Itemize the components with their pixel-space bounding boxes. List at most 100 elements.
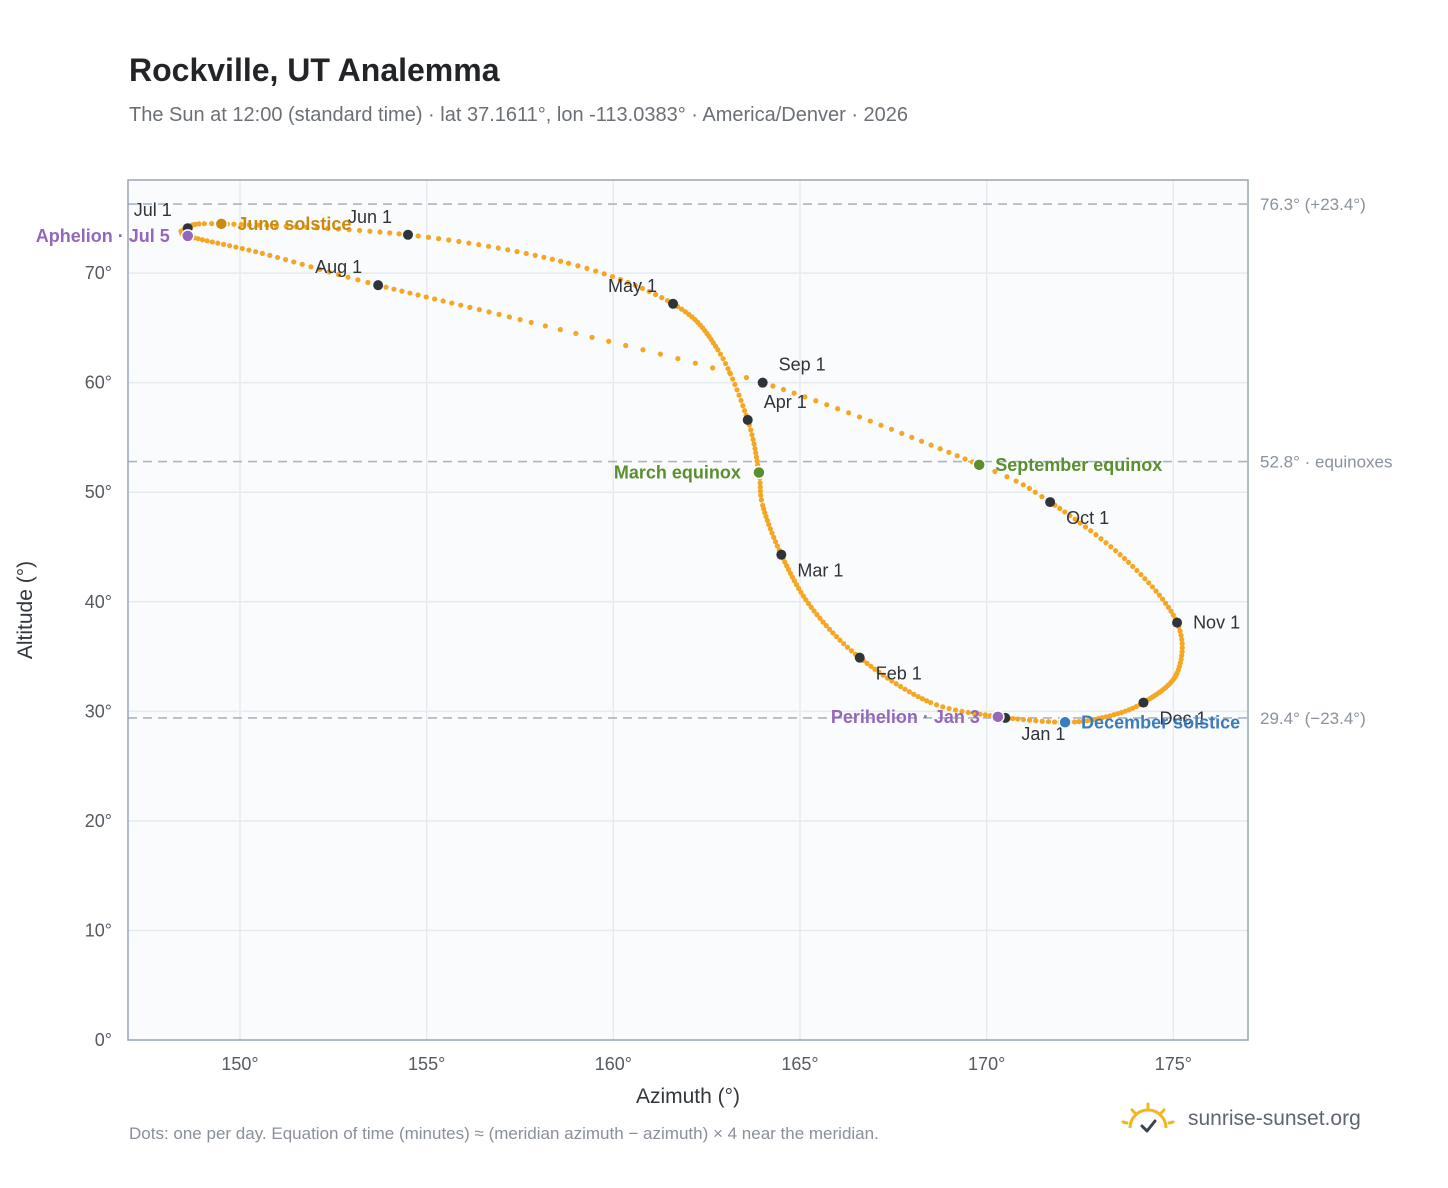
daily-sun-dot <box>355 277 361 283</box>
daily-sun-dot <box>291 259 297 265</box>
daily-sun-dot <box>505 247 511 253</box>
daily-sun-dot <box>824 402 830 408</box>
daily-sun-dot <box>823 623 829 629</box>
daily-sun-dot <box>609 274 616 280</box>
daily-sun-dot <box>425 234 432 240</box>
daily-sun-dot <box>817 615 823 621</box>
daily-sun-dot <box>227 243 233 249</box>
daily-sun-dot <box>1026 485 1032 492</box>
daily-sun-dot <box>387 230 393 236</box>
y-tick-label: 20° <box>85 811 112 831</box>
month-marker <box>668 298 679 309</box>
x-tick-label: 155° <box>408 1054 445 1074</box>
event-marker <box>972 458 986 472</box>
daily-sun-dot <box>946 449 952 455</box>
daily-sun-dot <box>1153 588 1159 594</box>
y-axis-label: Altitude (°) <box>14 561 37 659</box>
daily-sun-dot <box>826 626 833 632</box>
daily-sun-dot <box>902 686 908 692</box>
daily-sun-dot <box>928 442 934 448</box>
daily-sun-dot <box>1020 482 1026 488</box>
daily-sun-dot <box>255 222 261 228</box>
daily-sun-dot <box>532 252 538 258</box>
plot-area <box>128 180 1248 1040</box>
daily-sun-dot <box>617 276 623 283</box>
daily-sun-dot <box>1093 532 1099 538</box>
daily-sun-dot <box>456 238 462 245</box>
brand[interactable]: sunrise-sunset.org <box>1120 1102 1361 1136</box>
brand-name[interactable]: sunrise-sunset.org <box>1188 1107 1361 1130</box>
daily-sun-dot <box>888 426 895 432</box>
daily-sun-dot <box>485 243 492 249</box>
daily-sun-dot <box>919 696 925 702</box>
daily-sun-dot <box>415 292 421 298</box>
daily-sun-dot <box>971 710 977 716</box>
daily-sun-dot <box>549 256 555 262</box>
daily-sun-dot <box>246 222 252 228</box>
daily-sun-dot <box>1108 544 1114 550</box>
month-marker <box>373 280 384 291</box>
y-tick-label: 60° <box>85 373 112 393</box>
event-label: Perihelion · Jan 3 <box>831 707 980 727</box>
daily-sun-dot <box>415 233 421 239</box>
event-label: June solstice <box>237 214 351 234</box>
daily-sun-dot <box>396 231 402 237</box>
month-marker <box>403 229 413 240</box>
plot-frame <box>127 179 1249 1041</box>
daily-sun-dot <box>682 309 688 315</box>
x-tick-label: 165° <box>781 1054 818 1074</box>
daily-sun-dot <box>584 265 590 271</box>
daily-sun-dot <box>1026 717 1033 723</box>
daily-sun-dot <box>326 269 332 275</box>
daily-sun-dot <box>623 342 629 349</box>
month-marker <box>1172 617 1183 628</box>
daily-sun-dot <box>259 250 265 257</box>
month-label: Nov 1 <box>1193 613 1240 633</box>
daily-sun-dot <box>982 712 988 718</box>
daily-sun-dot <box>740 403 746 409</box>
daily-sun-dot <box>1076 719 1082 725</box>
daily-sun-dot <box>837 637 843 643</box>
daily-sun-dot <box>889 678 895 684</box>
event-marker <box>991 710 1005 724</box>
sun-horizon-icon <box>1121 1102 1175 1133</box>
event-label: September equinox <box>995 455 1162 475</box>
daily-sun-dot <box>1146 580 1152 586</box>
daily-sun-dot <box>659 295 665 301</box>
daily-sun-dot <box>593 268 599 274</box>
daily-sun-dot <box>314 225 320 231</box>
daily-sun-dot <box>407 290 413 296</box>
daily-sun-dot <box>923 698 930 704</box>
daily-sun-dot <box>391 286 397 292</box>
daily-sun-dot <box>758 492 764 498</box>
daily-sun-dot <box>1168 608 1174 614</box>
month-label: Jun 1 <box>348 207 392 227</box>
daily-sun-dot <box>466 240 472 246</box>
daily-sun-dot <box>335 226 342 232</box>
event-label: Aphelion · Jul 5 <box>36 226 170 246</box>
event-marker <box>752 465 766 480</box>
month-label: Mar 1 <box>797 561 843 581</box>
daily-sun-dot <box>639 285 646 292</box>
daily-sun-dot <box>1134 567 1140 574</box>
daily-sun-dot <box>771 534 777 540</box>
daily-sun-dot <box>876 669 882 675</box>
daily-sun-dot <box>710 365 716 371</box>
daily-sun-dot <box>264 222 270 229</box>
daily-sun-dot <box>872 666 878 672</box>
daily-sun-dot <box>204 238 210 244</box>
daily-sun-dot <box>750 436 756 443</box>
daily-sun-dot <box>732 381 738 388</box>
month-marker <box>1138 697 1149 708</box>
daily-sun-dot <box>1072 516 1078 522</box>
daily-sun-dot <box>467 304 473 310</box>
daily-sun-dot <box>1162 600 1169 606</box>
daily-sun-dot <box>283 223 289 229</box>
daily-sun-dot <box>846 410 852 416</box>
month-marker <box>742 414 753 425</box>
daily-sun-dot <box>751 441 757 447</box>
y-tick-label: 30° <box>85 701 112 721</box>
daily-sun-dot <box>1004 474 1010 480</box>
daily-sun-dot <box>757 480 763 486</box>
daily-sun-dot <box>1179 645 1185 651</box>
